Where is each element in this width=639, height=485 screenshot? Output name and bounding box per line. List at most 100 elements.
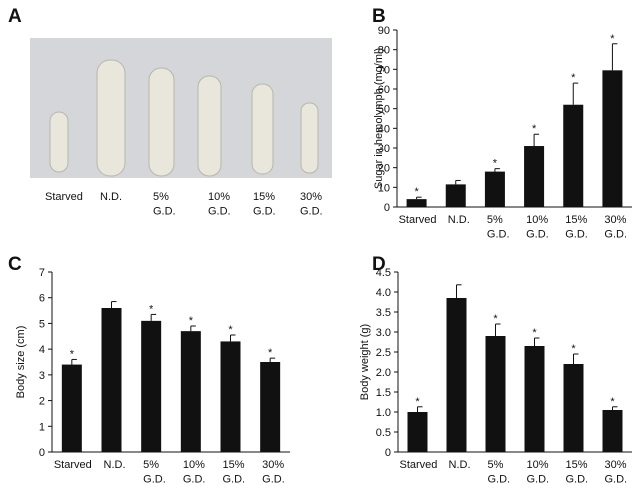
y-tick-label: 6 xyxy=(39,293,45,305)
y-tick-label: 10 xyxy=(378,182,390,194)
y-tick-label: 90 xyxy=(378,25,390,37)
panel-label: A xyxy=(8,6,22,27)
y-axis-title: Body size (cm) xyxy=(15,326,27,399)
y-tick-label: 30 xyxy=(378,143,390,155)
y-axis-title: Body weight (g) xyxy=(359,324,371,400)
bar xyxy=(446,298,467,452)
x-tick-label: 5% G.D. xyxy=(488,459,511,485)
larvae xyxy=(49,59,319,177)
significance-mark: * xyxy=(414,186,419,198)
y-tick-label: 4.5 xyxy=(376,267,391,279)
significance-mark: * xyxy=(493,158,498,170)
significance-mark: * xyxy=(70,348,75,360)
significance-mark: * xyxy=(493,313,498,325)
y-tick-label: 50 xyxy=(378,104,390,116)
bar xyxy=(406,199,427,207)
significance-mark: * xyxy=(268,347,273,359)
bar xyxy=(524,346,545,452)
y-tick-label: 2 xyxy=(39,396,45,408)
bar xyxy=(61,364,82,452)
x-tick-label: N.D. xyxy=(104,459,126,471)
panel-label: D xyxy=(372,254,386,275)
bar xyxy=(141,320,162,452)
significance-mark: * xyxy=(415,396,420,408)
y-tick-label: 3 xyxy=(39,370,45,382)
larva xyxy=(300,102,319,174)
photo-label: Starved xyxy=(45,191,83,203)
y-tick-label: 4.0 xyxy=(376,287,391,299)
bar xyxy=(485,336,506,452)
significance-mark: * xyxy=(189,315,194,327)
x-tick-label: 5% G.D. xyxy=(487,214,510,240)
y-axis-title: Sugar in hemolymph (mg/ml) xyxy=(373,48,385,189)
y-tick-label: 70 xyxy=(378,64,390,76)
y-tick-label: 3.0 xyxy=(376,327,391,339)
photo-label: 10% G.D. xyxy=(208,191,231,217)
x-tick-label: 10% G.D. xyxy=(526,214,549,240)
y-tick-label: 2.5 xyxy=(376,347,391,359)
bar xyxy=(602,70,623,207)
significance-mark: * xyxy=(149,303,154,315)
x-tick-label: 15% G.D. xyxy=(223,459,246,485)
bar xyxy=(484,171,505,207)
photo-label: 30% G.D. xyxy=(300,191,323,217)
x-tick-label: 30% G.D. xyxy=(262,459,285,485)
photo-label: 5% G.D. xyxy=(153,191,176,217)
significance-mark: * xyxy=(532,123,537,135)
y-tick-label: 0 xyxy=(384,202,390,214)
x-tick-label: N.D. xyxy=(448,214,470,226)
x-tick-label: N.D. xyxy=(449,459,471,471)
larva xyxy=(96,59,126,177)
y-tick-label: 1 xyxy=(39,421,45,433)
y-tick-label: 0 xyxy=(385,447,391,459)
photo-label: N.D. xyxy=(100,191,122,203)
y-tick-label: 40 xyxy=(378,123,390,135)
y-tick-label: 4 xyxy=(39,344,45,356)
x-tick-label: 10% G.D. xyxy=(183,459,206,485)
significance-mark: * xyxy=(610,396,615,408)
bar xyxy=(602,410,623,452)
x-tick-label: 10% G.D. xyxy=(527,459,550,485)
significance-mark: * xyxy=(532,327,537,339)
larva xyxy=(49,111,69,173)
x-tick-label: 15% G.D. xyxy=(565,214,588,240)
panel-label: B xyxy=(372,6,386,27)
significance-mark: * xyxy=(610,33,615,45)
bar xyxy=(407,412,428,452)
x-tick-label: Starved xyxy=(399,214,437,226)
x-tick-label: 5% G.D. xyxy=(143,459,166,485)
significance-mark: * xyxy=(571,72,576,84)
x-tick-label: 30% G.D. xyxy=(605,459,628,485)
bar xyxy=(220,341,241,452)
bar xyxy=(563,104,584,207)
y-tick-label: 1.5 xyxy=(376,387,391,399)
y-tick-label: 0 xyxy=(39,447,45,459)
bar xyxy=(524,146,545,207)
y-tick-label: 0.5 xyxy=(376,427,391,439)
y-tick-label: 2.0 xyxy=(376,367,391,379)
y-tick-label: 7 xyxy=(39,267,45,279)
bar xyxy=(180,331,201,452)
y-tick-label: 80 xyxy=(378,45,390,57)
bar xyxy=(101,308,122,452)
y-tick-label: 3.5 xyxy=(376,307,391,319)
bar xyxy=(563,364,584,452)
photo xyxy=(30,38,332,178)
x-tick-label: Starved xyxy=(54,459,92,471)
larva xyxy=(251,83,274,175)
x-tick-label: 15% G.D. xyxy=(566,459,589,485)
larva xyxy=(197,75,222,177)
bar xyxy=(260,362,281,452)
y-tick-label: 1.0 xyxy=(376,407,391,419)
bar xyxy=(445,184,466,207)
y-tick-label: 20 xyxy=(378,163,390,175)
photo-label: 15% G.D. xyxy=(253,191,276,217)
significance-mark: * xyxy=(228,324,233,336)
x-tick-label: Starved xyxy=(400,459,438,471)
y-tick-label: 60 xyxy=(378,84,390,96)
significance-mark: * xyxy=(571,343,576,355)
larva xyxy=(148,67,175,177)
x-tick-label: 30% G.D. xyxy=(604,214,627,240)
y-tick-label: 5 xyxy=(39,318,45,330)
